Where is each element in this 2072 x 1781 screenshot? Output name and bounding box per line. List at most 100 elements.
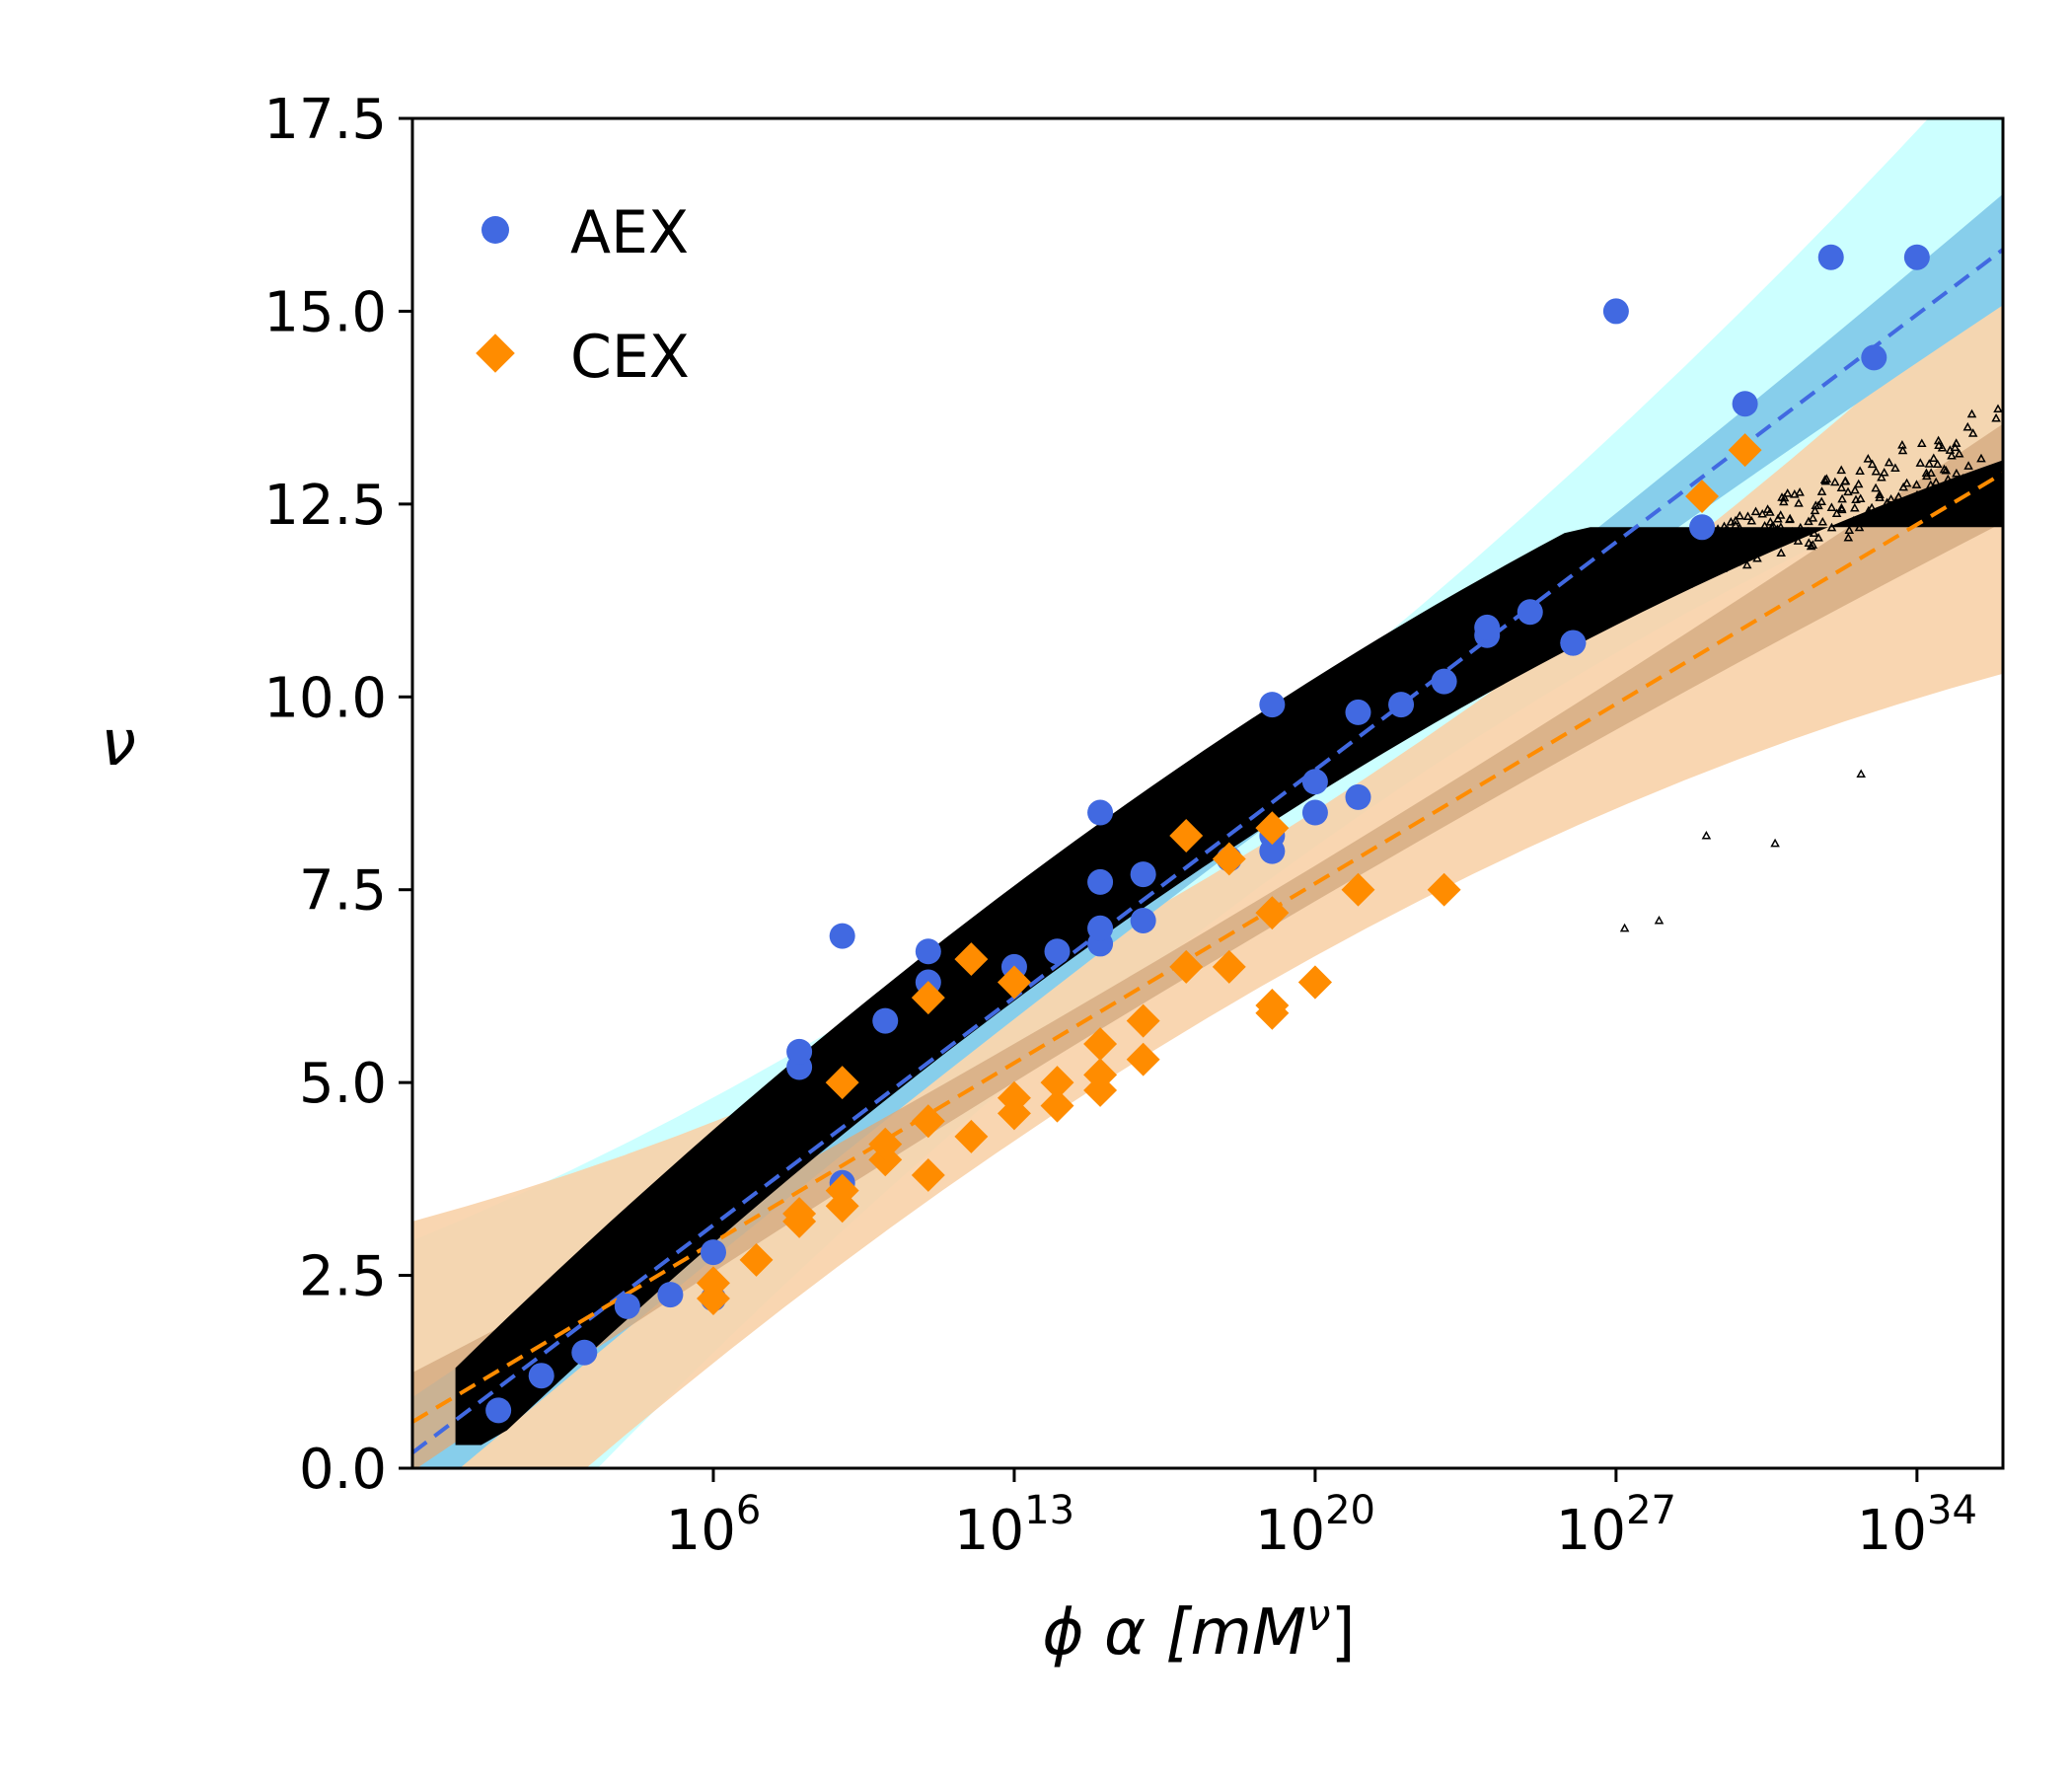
model-point <box>1373 714 1383 723</box>
model-point <box>1484 650 1495 660</box>
model-point <box>1759 520 1770 530</box>
aex-point <box>1388 692 1415 718</box>
aex-point <box>1345 783 1371 810</box>
model-point <box>1991 412 2001 422</box>
model-point <box>1921 468 1932 478</box>
model-point <box>1508 647 1517 657</box>
model-point <box>1701 830 1712 840</box>
model-point <box>1750 506 1761 516</box>
model-point <box>1618 574 1629 583</box>
aex-point <box>829 923 855 949</box>
model-point <box>1716 554 1727 563</box>
model-point <box>1907 507 1917 516</box>
model-point <box>1743 539 1754 549</box>
model-point <box>1785 514 1795 524</box>
model-point <box>1917 438 1927 448</box>
model-point <box>1967 474 1978 482</box>
model-point <box>1749 547 1759 557</box>
model-point <box>1951 477 1961 486</box>
cex-point <box>954 1119 989 1153</box>
aex-point <box>657 1282 684 1308</box>
model-point <box>1915 458 1926 467</box>
model-point <box>1850 502 1860 512</box>
model-point <box>1675 581 1685 591</box>
model-point <box>1654 915 1665 925</box>
model-point <box>1634 566 1645 576</box>
model-point <box>1848 515 1859 525</box>
model-point <box>1455 673 1466 682</box>
cex-point <box>911 1104 945 1139</box>
model-point <box>1867 459 1878 469</box>
model-point <box>1518 626 1529 635</box>
model-point <box>1945 445 1956 454</box>
model-point <box>1412 695 1422 704</box>
aex-point <box>1044 938 1071 965</box>
model-point <box>1544 612 1555 622</box>
cex-point <box>739 1242 774 1277</box>
aex-point <box>1861 344 1887 371</box>
model-point <box>1572 599 1582 609</box>
model-point <box>1803 526 1813 536</box>
model-point <box>1988 501 1998 510</box>
model-point <box>1656 557 1665 565</box>
model-point <box>1723 525 1733 534</box>
aex-point <box>1560 630 1587 656</box>
model-point <box>1782 488 1793 497</box>
model-point <box>1924 459 1935 468</box>
model-point <box>1843 532 1854 542</box>
model-point <box>1808 513 1818 522</box>
y-tick-label: 17.5 <box>263 88 387 152</box>
aex-point <box>1130 907 1156 933</box>
aex-point <box>614 1293 640 1319</box>
model-point <box>1794 498 1804 507</box>
model-point <box>1742 511 1753 520</box>
model-point <box>1793 536 1804 545</box>
legend-label-aex: AEX <box>570 198 689 267</box>
model-point <box>1452 666 1463 675</box>
model-point <box>1692 573 1703 583</box>
model-point <box>1540 625 1551 634</box>
model-point <box>1885 502 1895 512</box>
model-point <box>1795 487 1805 496</box>
model-point <box>1843 486 1853 496</box>
model-point <box>1422 685 1433 695</box>
y-tick-label: 15.0 <box>263 280 387 344</box>
cex-point <box>1255 996 1290 1030</box>
cex-point <box>825 1066 859 1100</box>
model-point <box>1855 466 1865 475</box>
model-point <box>1770 838 1780 848</box>
model-point <box>1723 539 1734 549</box>
model-point <box>1884 457 1894 467</box>
model-point <box>1826 522 1837 532</box>
cex-point <box>782 1197 817 1231</box>
model-point <box>1967 428 1978 437</box>
model-point <box>1316 751 1327 760</box>
aex-point <box>1345 699 1371 725</box>
model-point <box>1717 532 1728 541</box>
model-point <box>1826 502 1837 511</box>
model-point <box>1661 575 1671 584</box>
model-point <box>1480 655 1491 664</box>
model-point <box>1763 529 1773 539</box>
model-point <box>1752 553 1762 562</box>
model-point <box>1796 522 1806 532</box>
model-point <box>1854 522 1865 532</box>
model-point <box>1836 482 1847 491</box>
model-point <box>1650 567 1661 576</box>
aex-point <box>1130 861 1156 888</box>
model-point <box>1810 505 1820 515</box>
cex-point <box>1341 872 1375 907</box>
model-point <box>1816 496 1826 506</box>
model-point <box>1739 536 1749 546</box>
model-point <box>1939 464 1950 474</box>
cex-point <box>825 1173 859 1208</box>
model-point <box>1813 533 1823 542</box>
model-point <box>1539 630 1550 639</box>
model-point <box>1893 491 1904 500</box>
model-point <box>1867 517 1878 526</box>
model-point <box>1731 520 1740 529</box>
aex-point <box>1817 244 1844 270</box>
model-point <box>1943 474 1954 483</box>
model-point <box>1739 532 1749 541</box>
